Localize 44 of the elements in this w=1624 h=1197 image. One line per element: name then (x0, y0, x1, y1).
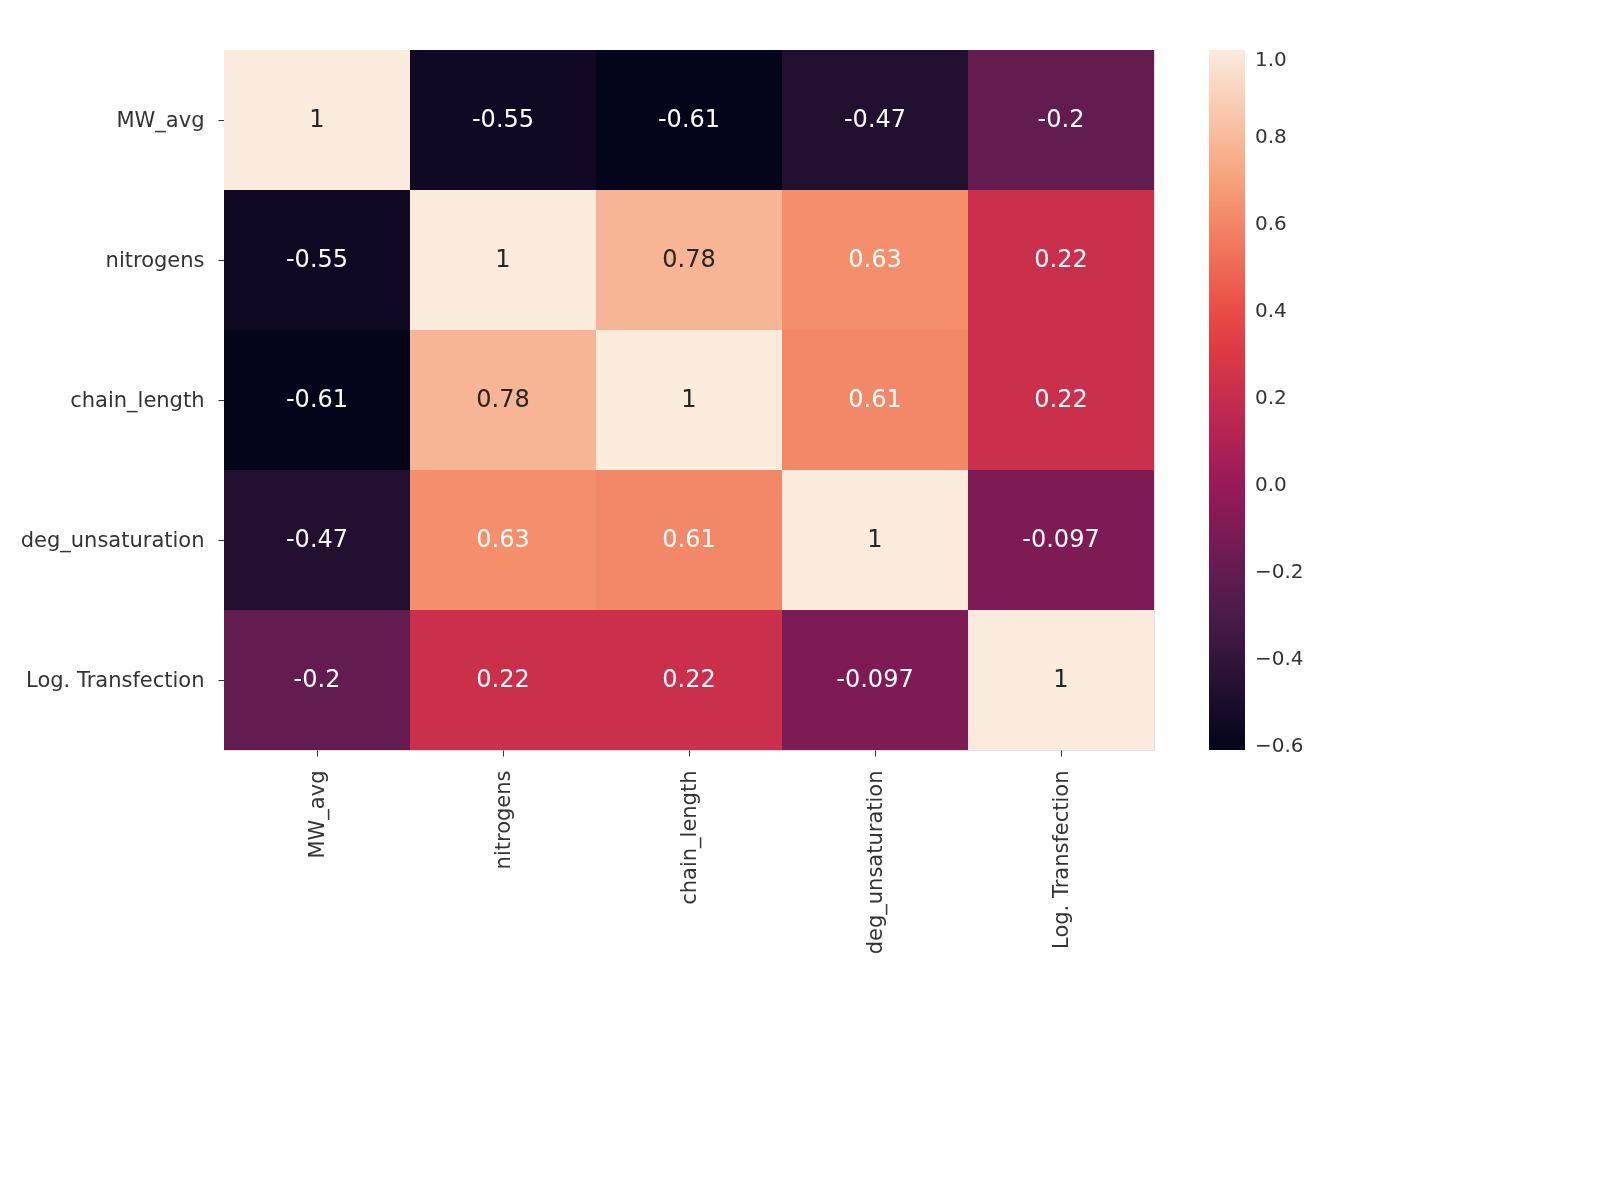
x-tick-label: MW_avg (304, 770, 330, 859)
color-bar-label: 0.2 (1255, 384, 1287, 409)
color-bar-label: 0.6 (1255, 210, 1287, 235)
y-tick-label: chain_length (70, 387, 205, 413)
data-label: 1 (1053, 665, 1069, 693)
y-tick-label: deg_unsaturation (20, 527, 205, 553)
data-label: 1 (495, 245, 511, 273)
x-tick-label: Log. Transfection (1048, 770, 1073, 949)
data-label: 0.78 (662, 245, 716, 273)
data-label: -0.61 (657, 105, 721, 133)
data-label: 0.78 (476, 385, 530, 413)
data-label: 0.22 (662, 665, 716, 693)
data-label: 1 (867, 525, 883, 553)
color-bar-label: −0.4 (1255, 645, 1304, 670)
data-label: -0.55 (285, 245, 349, 273)
data-label: -0.55 (471, 105, 535, 133)
data-label: 0.22 (1034, 245, 1088, 273)
data-label: 0.63 (476, 525, 530, 553)
data-label: -0.47 (843, 105, 907, 133)
color-bar-label: −0.6 (1255, 732, 1304, 757)
data-label: -0.47 (285, 525, 349, 553)
data-label: 1 (681, 385, 697, 413)
color-bar-label: 1.0 (1255, 47, 1287, 71)
data-label: -0.2 (293, 665, 341, 693)
color-bar-label: 0.8 (1255, 123, 1287, 148)
x-tick-label: deg_unsaturation (862, 770, 888, 955)
color-bar-label: −0.2 (1255, 558, 1304, 583)
color-bar-label: 0.0 (1255, 471, 1287, 496)
data-label: 1 (309, 105, 325, 133)
data-label: 0.22 (476, 665, 530, 693)
data-label: 0.61 (848, 385, 902, 413)
x-tick-label: nitrogens (490, 770, 515, 870)
data-label: 0.61 (662, 525, 716, 553)
x-tick-label: chain_length (676, 770, 702, 905)
data-label: -0.61 (285, 385, 349, 413)
y-tick-label: nitrogens (105, 247, 205, 272)
y-tick-label: MW_avg (116, 107, 205, 133)
data-label: -0.097 (836, 665, 914, 693)
data-label: -0.2 (1037, 105, 1085, 133)
color-bar-label: 0.4 (1255, 297, 1287, 322)
data-label: 0.63 (848, 245, 902, 273)
data-label: 0.22 (1034, 385, 1088, 413)
data-label: -0.097 (1022, 525, 1100, 553)
y-tick-label: Log. Transfection (26, 667, 205, 692)
